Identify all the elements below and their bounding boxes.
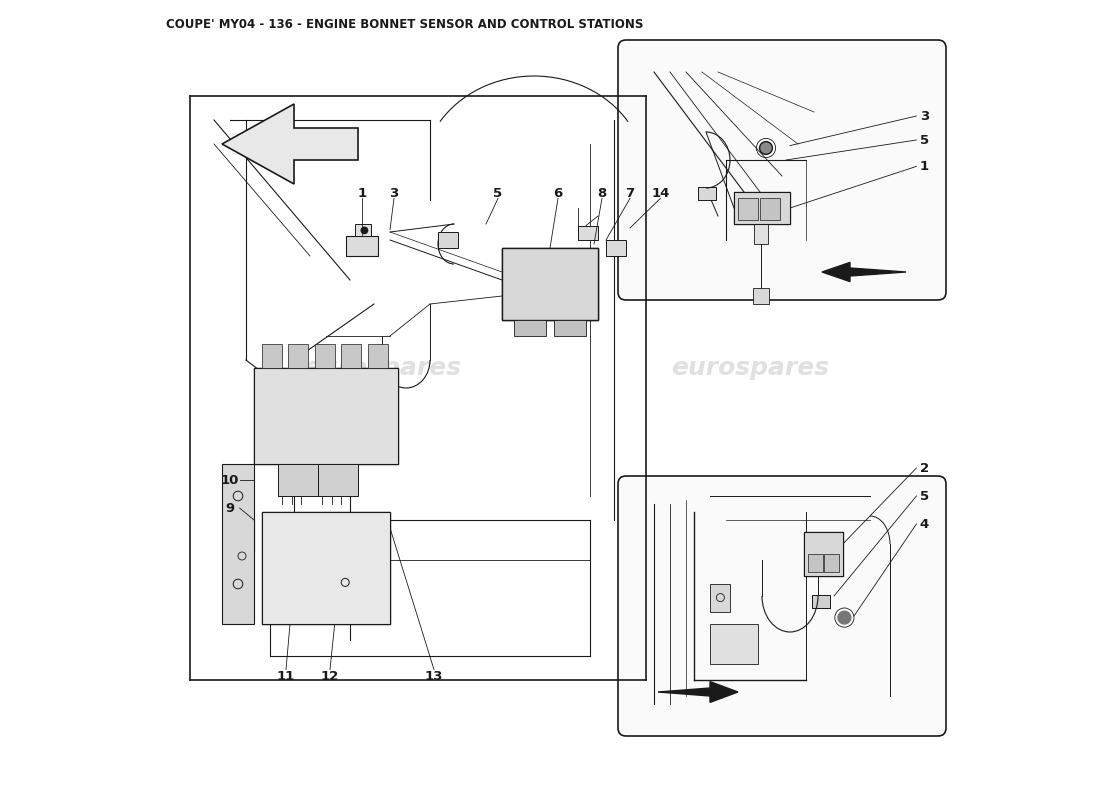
Bar <box>296 572 320 612</box>
Text: 5: 5 <box>494 187 503 200</box>
Bar <box>710 584 730 612</box>
Bar <box>296 532 320 564</box>
Text: 5: 5 <box>920 490 928 502</box>
Text: 2: 2 <box>920 462 928 474</box>
Polygon shape <box>222 104 358 184</box>
Polygon shape <box>822 262 906 282</box>
Text: eurospares: eurospares <box>671 356 829 380</box>
Bar <box>804 532 843 576</box>
Text: eurospares: eurospares <box>302 356 461 380</box>
Bar <box>754 224 769 244</box>
Bar <box>754 288 769 304</box>
Bar <box>374 372 394 400</box>
Bar <box>315 344 334 368</box>
Bar <box>254 368 398 464</box>
Circle shape <box>760 142 772 154</box>
FancyBboxPatch shape <box>618 476 946 736</box>
Bar <box>760 198 780 220</box>
Bar <box>262 344 282 368</box>
Text: 14: 14 <box>651 187 670 200</box>
Text: 10: 10 <box>221 474 239 486</box>
Text: 9: 9 <box>226 502 234 514</box>
Bar <box>358 532 382 564</box>
Circle shape <box>838 611 850 624</box>
Bar <box>804 532 843 576</box>
Text: 8: 8 <box>597 187 606 200</box>
Bar <box>606 240 626 256</box>
Text: 5: 5 <box>920 134 928 146</box>
Bar <box>550 264 586 308</box>
Bar <box>327 572 351 612</box>
Bar <box>278 464 318 496</box>
Bar <box>338 570 352 592</box>
Bar <box>502 248 598 320</box>
Bar <box>813 595 830 608</box>
Bar <box>578 226 598 240</box>
Text: 7: 7 <box>626 187 635 200</box>
Bar <box>734 192 790 224</box>
Bar <box>288 344 308 368</box>
Bar <box>502 248 598 320</box>
Bar <box>262 512 390 624</box>
Bar <box>506 260 546 316</box>
Bar <box>554 320 586 336</box>
Bar <box>824 554 839 572</box>
Bar <box>438 232 458 248</box>
Text: COUPE' MY04 - 136 - ENGINE BONNET SENSOR AND CONTROL STATIONS: COUPE' MY04 - 136 - ENGINE BONNET SENSOR… <box>166 18 643 31</box>
Circle shape <box>361 227 367 234</box>
Bar <box>254 368 398 464</box>
Bar <box>355 224 371 236</box>
Text: eurospares: eurospares <box>671 580 829 604</box>
Bar <box>266 532 290 564</box>
Bar <box>262 512 390 624</box>
Text: 3: 3 <box>920 110 928 122</box>
Text: 13: 13 <box>425 670 443 682</box>
Bar <box>341 344 361 368</box>
Text: 3: 3 <box>389 187 398 200</box>
Bar <box>367 344 387 368</box>
Text: 6: 6 <box>553 187 562 200</box>
Text: 1: 1 <box>920 160 928 173</box>
Bar <box>514 320 546 336</box>
Bar <box>808 554 823 572</box>
Bar <box>698 187 716 200</box>
Text: 12: 12 <box>321 670 339 682</box>
Text: 11: 11 <box>277 670 295 682</box>
Text: 4: 4 <box>920 518 928 530</box>
Bar <box>813 595 830 608</box>
Bar <box>710 624 758 664</box>
Bar <box>346 236 378 256</box>
Bar <box>230 520 254 552</box>
FancyBboxPatch shape <box>618 40 946 300</box>
Bar <box>734 192 790 224</box>
Bar <box>266 572 290 612</box>
Bar <box>318 464 358 496</box>
Bar <box>327 532 351 564</box>
Bar <box>358 572 382 612</box>
Polygon shape <box>222 464 254 624</box>
Bar <box>738 198 758 220</box>
Polygon shape <box>658 682 738 702</box>
Text: 1: 1 <box>358 187 366 200</box>
